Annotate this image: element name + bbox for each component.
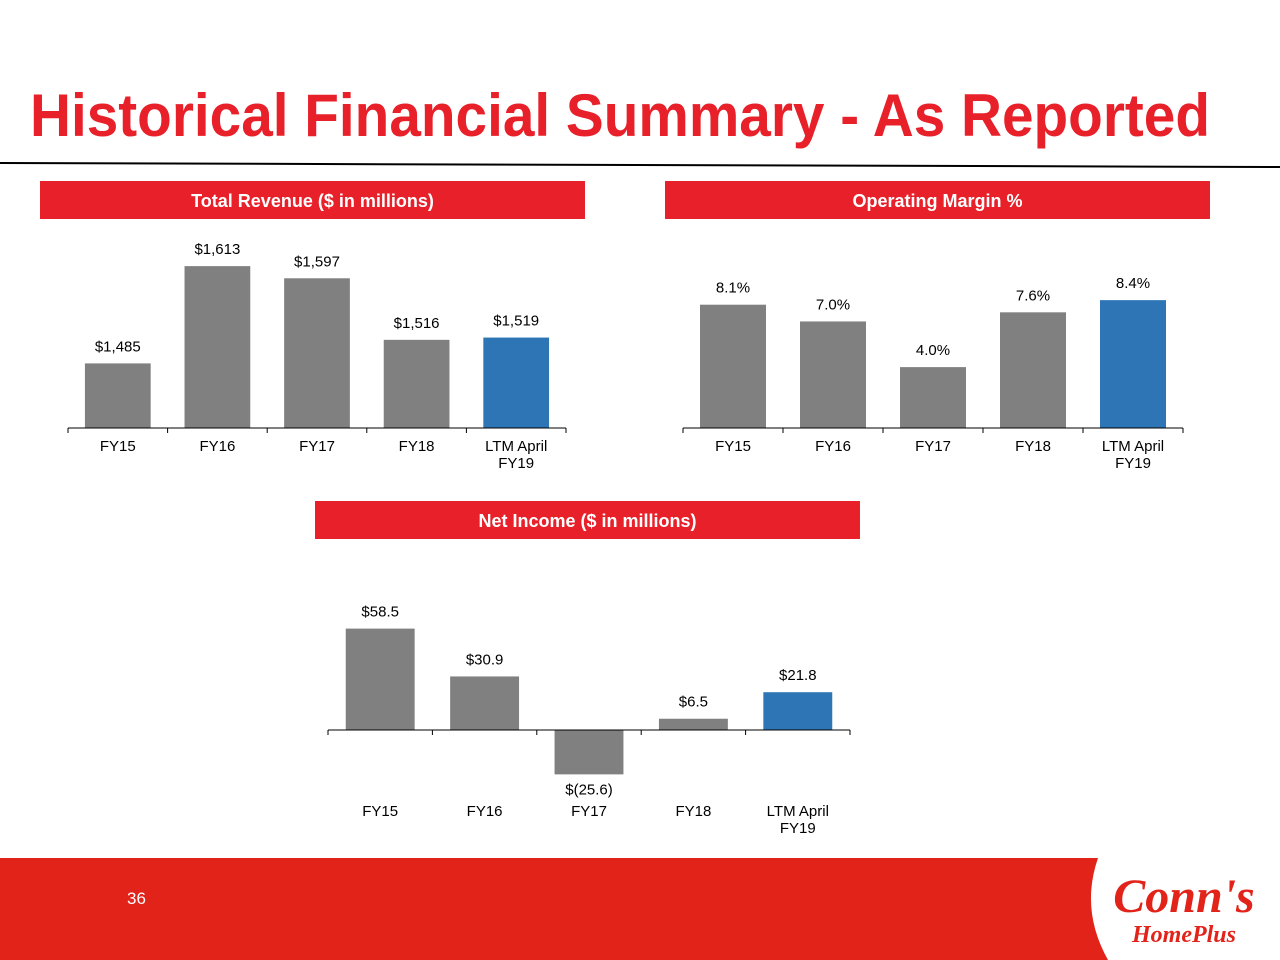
x-tick-label: FY18 (675, 803, 712, 820)
footer-band (0, 858, 1280, 960)
data-label: $1,485 (95, 338, 141, 355)
bar (1000, 312, 1066, 428)
data-label: $1,613 (194, 241, 240, 258)
x-tick-label: LTM April FY19 (766, 803, 829, 837)
data-label: $6.5 (679, 694, 708, 711)
x-tick-label: FY15 (715, 438, 751, 455)
data-label: 7.0% (816, 296, 850, 313)
data-label: $21.8 (779, 667, 817, 684)
x-tick-label: FY15 (99, 438, 136, 455)
x-tick-label: FY17 (571, 803, 607, 820)
chart-title: Total Revenue ($ in millions) (191, 191, 434, 211)
data-label: 4.0% (916, 342, 950, 359)
x-tick-label: FY17 (915, 438, 951, 455)
data-label: $(25.6) (565, 781, 613, 798)
data-label: 8.1% (716, 280, 750, 297)
bar (450, 676, 520, 730)
x-tick-label: FY15 (362, 803, 399, 820)
chart-header (665, 181, 1210, 219)
bar (763, 692, 833, 730)
bar (84, 363, 151, 428)
x-tick-label: LTM April FY19 (1101, 438, 1165, 472)
bar (900, 367, 966, 428)
title-rule (0, 162, 1280, 168)
x-tick-label: FY16 (466, 803, 503, 820)
data-label: 8.4% (1116, 275, 1150, 292)
data-label: $1,519 (493, 313, 539, 330)
chart-header (315, 501, 860, 539)
slide-title: Historical Financial Summary - As Report… (30, 82, 1210, 149)
page-number: 36 (127, 889, 146, 908)
bar (1100, 300, 1166, 428)
bar (483, 337, 550, 428)
logo-brand: Conn's (1113, 870, 1254, 923)
x-tick-label: FY17 (299, 438, 335, 455)
x-tick-label: FY18 (1015, 438, 1051, 455)
data-label: $58.5 (361, 604, 399, 621)
bar (800, 321, 866, 428)
bar (284, 278, 350, 428)
data-label: 7.6% (1016, 287, 1050, 304)
logo-background (1090, 858, 1280, 960)
chart-header (40, 181, 585, 219)
chart-title: Operating Margin % (852, 191, 1022, 211)
x-tick-label: FY18 (398, 438, 435, 455)
bar (658, 718, 728, 730)
bar (554, 730, 624, 775)
data-label: $1,516 (394, 315, 440, 332)
x-tick-label: FY16 (815, 438, 851, 455)
data-label: $30.9 (466, 651, 504, 668)
bar (345, 628, 415, 730)
x-tick-label: LTM April FY19 (485, 438, 548, 472)
chart-title: Net Income ($ in millions) (478, 511, 696, 531)
bar (383, 339, 450, 428)
logo-sub: HomePlus (1131, 922, 1236, 948)
data-label: $1,597 (294, 253, 340, 270)
bar (184, 266, 251, 428)
x-tick-label: FY16 (199, 438, 236, 455)
bar (700, 304, 766, 428)
